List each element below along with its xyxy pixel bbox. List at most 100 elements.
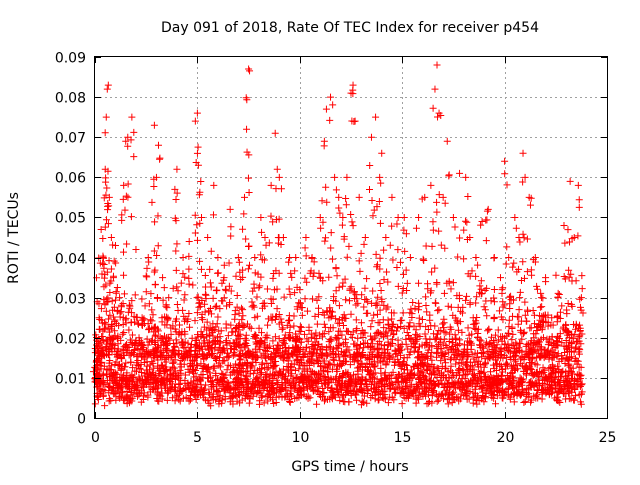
data-point-marker	[138, 338, 146, 346]
data-point-marker	[225, 282, 233, 290]
data-point-marker	[127, 136, 135, 144]
data-point-marker	[220, 261, 228, 269]
data-point-marker	[536, 303, 544, 311]
data-point-marker	[331, 173, 339, 181]
data-point-marker	[214, 269, 222, 277]
data-point-marker	[319, 367, 327, 375]
data-point-marker	[313, 400, 321, 408]
data-point-marker	[332, 315, 340, 323]
data-point-marker	[449, 279, 457, 287]
data-point-marker	[366, 360, 374, 368]
data-point-marker	[185, 265, 193, 273]
data-point-marker	[171, 185, 179, 193]
data-point-marker	[499, 284, 507, 292]
data-point-marker	[388, 193, 396, 201]
data-point-marker	[342, 195, 350, 203]
data-point-marker	[225, 259, 233, 267]
data-point-marker	[148, 337, 156, 345]
data-point-marker	[336, 397, 344, 405]
data-point-marker	[164, 347, 172, 355]
data-point-marker	[99, 235, 107, 243]
data-point-marker	[398, 289, 406, 297]
data-point-marker	[345, 376, 353, 384]
data-point-marker	[104, 199, 112, 207]
data-point-marker	[336, 209, 344, 217]
data-point-marker	[443, 137, 451, 145]
data-point-marker	[526, 201, 534, 209]
x-tick-label: 25	[599, 430, 617, 446]
data-point-marker	[338, 221, 346, 229]
data-point-marker	[185, 252, 193, 260]
data-point-marker	[539, 317, 547, 325]
data-point-marker	[558, 339, 566, 347]
data-point-marker	[360, 240, 368, 248]
data-point-marker	[297, 323, 305, 331]
data-point-marker	[434, 367, 442, 375]
data-point-marker	[98, 319, 106, 327]
data-point-marker	[290, 360, 298, 368]
data-point-marker	[251, 269, 259, 277]
data-point-marker	[516, 288, 524, 296]
data-point-marker	[312, 329, 320, 337]
data-point-marker	[571, 392, 579, 400]
data-point-marker	[219, 357, 227, 365]
data-point-marker	[199, 316, 207, 324]
data-point-marker	[523, 317, 531, 325]
data-point-marker	[376, 329, 384, 337]
data-point-marker	[185, 310, 193, 318]
data-point-marker	[566, 177, 574, 185]
data-point-marker	[456, 234, 464, 242]
data-point-marker	[321, 323, 329, 331]
data-point-marker	[184, 379, 192, 387]
data-point-marker	[135, 389, 143, 397]
data-point-marker	[565, 273, 573, 281]
data-point-marker	[503, 243, 511, 251]
data-point-marker	[219, 378, 227, 386]
data-point-marker	[536, 338, 544, 346]
data-point-marker	[523, 235, 531, 243]
data-point-marker	[172, 392, 180, 400]
data-point-marker	[544, 376, 552, 384]
data-point-marker	[102, 174, 110, 182]
data-point-marker	[408, 314, 416, 322]
data-point-marker	[239, 312, 247, 320]
data-point-marker	[159, 338, 167, 346]
data-point-marker	[256, 336, 264, 344]
data-point-marker	[400, 324, 408, 332]
data-point-marker	[128, 113, 136, 121]
data-point-marker	[158, 353, 166, 361]
data-point-marker	[480, 361, 488, 369]
data-point-marker	[204, 365, 212, 373]
data-point-marker	[120, 248, 128, 256]
data-point-marker	[173, 165, 181, 173]
data-point-marker	[516, 294, 524, 302]
data-point-marker	[106, 339, 114, 347]
data-point-marker	[498, 351, 506, 359]
data-point-marker	[440, 289, 448, 297]
data-point-marker	[125, 301, 133, 309]
data-point-marker	[355, 257, 363, 265]
data-point-marker	[279, 234, 287, 241]
data-point-marker	[235, 352, 243, 360]
data-point-marker	[305, 356, 313, 364]
data-point-marker	[210, 181, 218, 189]
data-point-marker	[165, 294, 173, 302]
data-point-marker	[431, 335, 439, 343]
data-point-marker	[354, 299, 362, 307]
data-point-marker	[492, 344, 500, 352]
data-point-marker	[569, 335, 577, 343]
data-point-marker	[457, 395, 465, 403]
x-axis-label: GPS time / hours	[291, 459, 408, 475]
data-point-marker	[335, 283, 343, 291]
data-point-marker	[94, 348, 102, 356]
data-point-marker	[449, 213, 457, 221]
data-point-marker	[292, 383, 300, 391]
data-point-marker	[279, 338, 287, 346]
data-point-marker	[461, 217, 469, 225]
data-point-marker	[129, 364, 137, 372]
data-point-marker	[332, 287, 340, 295]
data-point-marker	[170, 364, 178, 372]
data-point-marker	[120, 371, 128, 379]
data-point-marker	[186, 343, 194, 351]
data-point-marker	[411, 304, 419, 312]
